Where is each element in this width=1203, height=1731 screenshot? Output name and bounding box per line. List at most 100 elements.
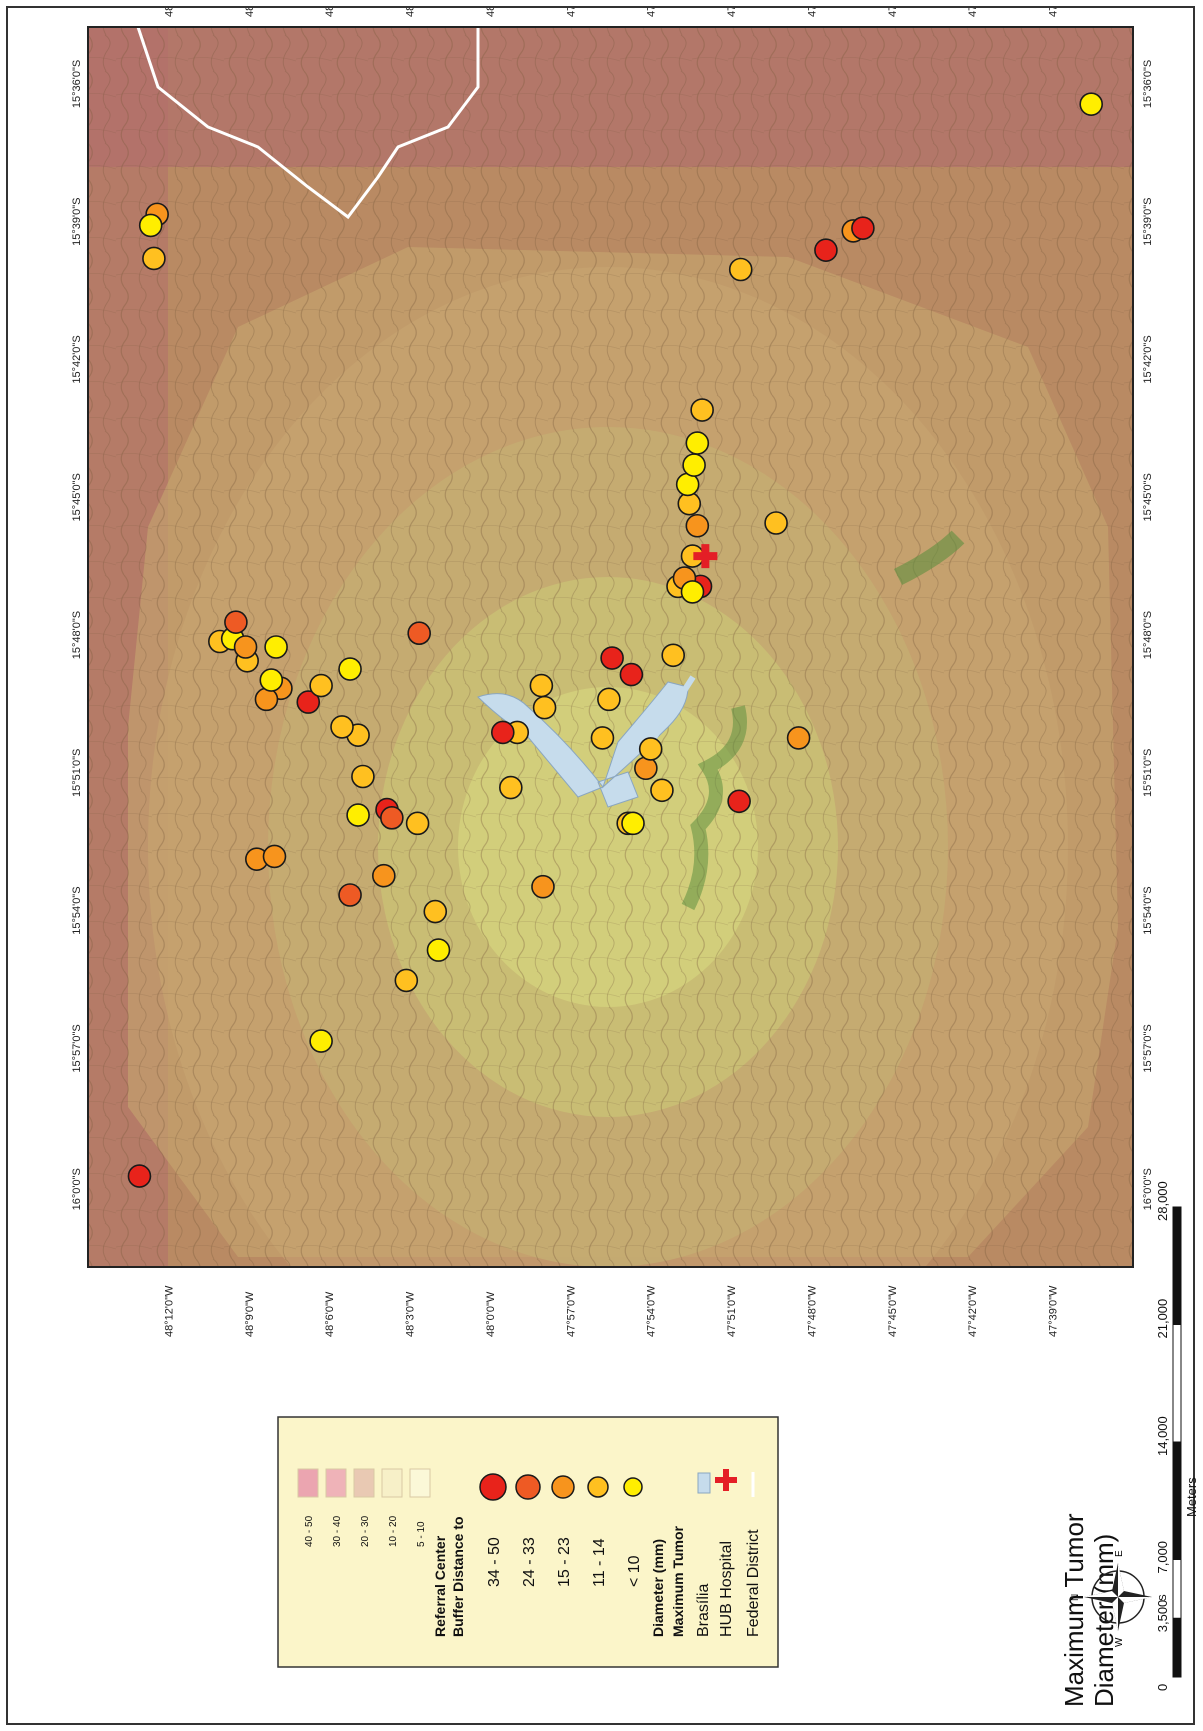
legend-class-symbol xyxy=(515,1474,541,1500)
case-marker[interactable] xyxy=(254,687,279,712)
scale-segment xyxy=(1172,1617,1182,1678)
case-marker[interactable] xyxy=(224,610,248,634)
longitude-tick-label: 47°39'0"W xyxy=(1048,1285,1060,1337)
longitude-tick-label: 47°42'0"W xyxy=(967,8,979,17)
legend-class-symbol xyxy=(587,1476,609,1498)
case-marker[interactable] xyxy=(590,726,615,750)
case-marker[interactable] xyxy=(621,811,645,836)
latitude-tick-label: 15°48'0"S xyxy=(71,611,83,659)
latitude-tick-label: 15°54'0"S xyxy=(71,886,83,934)
hub-hospital-marker[interactable] xyxy=(693,544,718,569)
case-marker[interactable] xyxy=(338,883,362,907)
case-marker[interactable] xyxy=(264,635,288,659)
hospital-cross-icon[interactable] xyxy=(693,544,718,569)
legend-buffer-header-2: Referral Center xyxy=(432,1535,448,1637)
scale-label: 0 xyxy=(1155,1684,1170,1691)
case-marker[interactable] xyxy=(423,899,448,924)
longitude-ticks-top: 48°12'0"W 48°9'0"W 48°6'0"W 48°3'0"W 48°0'0"… xyxy=(163,0,1059,17)
case-marker[interactable] xyxy=(262,844,287,869)
case-marker[interactable] xyxy=(638,737,663,761)
longitude-ticks-bottom: 48°12'0"W 48°9'0"W 48°6'0"W 48°3'0"W 48°0'0"… xyxy=(163,1285,1059,1337)
legend-federal-district: Federal District xyxy=(745,1529,762,1637)
case-marker[interactable] xyxy=(529,673,554,698)
case-marker[interactable] xyxy=(394,968,419,993)
case-marker[interactable] xyxy=(405,811,430,836)
case-marker[interactable] xyxy=(426,938,451,962)
scale-segment xyxy=(1172,1324,1182,1443)
case-marker[interactable] xyxy=(142,246,166,271)
case-marker[interactable] xyxy=(650,778,674,803)
longitude-tick-label: 47°57'0"W xyxy=(565,1285,577,1337)
map-rotated-layout: 48°12'0"W 48°9'0"W 48°6'0"W 48°3'0"W 48°0'0"… xyxy=(8,0,1199,1727)
scale-bar: Meters 0 3,500 7,000 14,000 21,000 28,000 xyxy=(1155,1181,1199,1691)
legend-buffer-swatch xyxy=(353,1468,375,1498)
legend-class-symbol xyxy=(623,1477,643,1497)
case-marker[interactable] xyxy=(338,657,362,681)
case-marker[interactable] xyxy=(531,874,555,899)
map-canvas[interactable]: 48°12'0"W 48°9'0"W 48°6'0"W 48°3'0"W 48°0'0"… xyxy=(8,0,1199,1727)
latitude-tick-label: 15°54'0"S xyxy=(1142,886,1154,934)
longitude-tick-label: 47°45'0"W xyxy=(887,8,899,17)
case-marker[interactable] xyxy=(309,1029,333,1053)
latitude-tick-label: 15°57'0"S xyxy=(1142,1024,1154,1072)
case-marker[interactable] xyxy=(127,1164,152,1188)
case-marker[interactable] xyxy=(597,687,621,712)
longitude-tick-label: 48°9'0"W xyxy=(244,8,256,17)
case-marker[interactable] xyxy=(600,646,624,670)
case-marker[interactable] xyxy=(764,511,788,535)
scale-label: 3,500 xyxy=(1155,1600,1170,1633)
longitude-tick-label: 48°0'0"W xyxy=(485,8,497,17)
case-marker[interactable] xyxy=(532,695,557,720)
case-marker[interactable] xyxy=(685,513,710,538)
case-marker[interactable] xyxy=(407,621,431,646)
case-marker[interactable] xyxy=(346,803,370,827)
longitude-tick-label: 47°51'0"W xyxy=(726,8,738,17)
legend-class-symbol xyxy=(479,1473,507,1501)
case-marker[interactable] xyxy=(309,673,333,698)
case-marker[interactable] xyxy=(1079,92,1103,116)
case-marker[interactable] xyxy=(296,690,321,714)
legend-buffer-swatch xyxy=(297,1468,319,1498)
case-marker[interactable] xyxy=(372,863,396,888)
case-marker[interactable] xyxy=(680,580,705,604)
legend-hub-hospital: HUB Hospital xyxy=(718,1541,735,1637)
scale-segment xyxy=(1172,1441,1182,1560)
longitude-tick-label: 47°54'0"W xyxy=(646,1285,658,1337)
legend-brasilia: Brasília xyxy=(695,1584,712,1637)
case-marker[interactable] xyxy=(661,643,686,668)
case-marker[interactable] xyxy=(728,257,753,282)
green-valley-2 xyxy=(893,530,965,586)
longitude-tick-label: 48°6'0"W xyxy=(324,8,336,17)
case-marker[interactable] xyxy=(380,806,404,830)
case-marker[interactable] xyxy=(786,726,811,750)
legend-class-label: 15 - 23 xyxy=(556,1537,573,1587)
longitude-tick-label: 48°12'0"W xyxy=(163,8,175,17)
latitude-tick-label: 16°0'0"S xyxy=(1142,1168,1154,1210)
case-marker[interactable] xyxy=(490,720,515,745)
case-marker[interactable] xyxy=(138,213,163,238)
case-marker[interactable] xyxy=(330,715,354,739)
case-marker[interactable] xyxy=(499,775,523,800)
case-marker[interactable] xyxy=(634,756,658,781)
case-marker[interactable] xyxy=(727,789,751,814)
case-marker[interactable] xyxy=(259,668,284,692)
case-marker[interactable] xyxy=(814,238,838,262)
latitude-tick-label: 15°45'0"S xyxy=(71,473,83,521)
case-marker[interactable] xyxy=(851,216,875,240)
case-marker[interactable] xyxy=(351,764,375,789)
case-marker[interactable] xyxy=(233,635,258,659)
case-marker[interactable] xyxy=(690,398,714,422)
scale-label: 28,000 xyxy=(1155,1181,1170,1221)
green-valley-1 xyxy=(681,705,747,911)
scale-unit: Meters xyxy=(1184,1477,1197,1517)
case-marker[interactable] xyxy=(685,431,710,455)
legend-class-symbol xyxy=(551,1475,575,1499)
legend-class-label: < 10 xyxy=(626,1555,643,1587)
latitude-tick-label: 15°57'0"S xyxy=(71,1024,83,1072)
case-marker[interactable] xyxy=(682,453,706,477)
legend-class-label: 34 - 50 xyxy=(486,1537,503,1587)
case-marker[interactable] xyxy=(619,662,644,687)
longitude-tick-label: 47°54'0"W xyxy=(646,8,658,17)
compass-rose: N S E W xyxy=(1070,1550,1169,1647)
scale-label: 14,000 xyxy=(1155,1416,1170,1456)
